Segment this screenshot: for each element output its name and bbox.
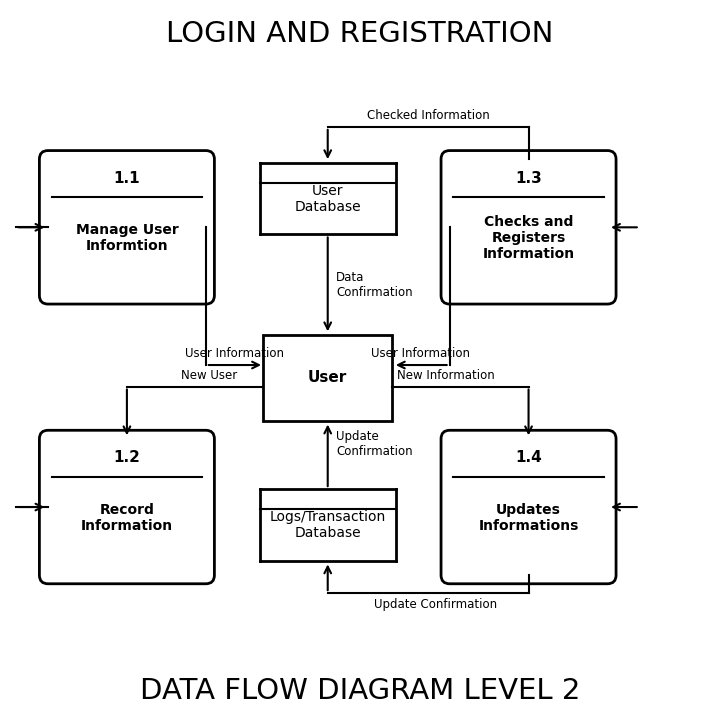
FancyBboxPatch shape — [40, 431, 215, 584]
Text: 1.2: 1.2 — [114, 451, 140, 465]
Text: 1.3: 1.3 — [516, 171, 542, 186]
Text: User Information: User Information — [372, 347, 470, 360]
Bar — [264, 335, 392, 421]
Text: DATA FLOW DIAGRAM LEVEL 2: DATA FLOW DIAGRAM LEVEL 2 — [140, 678, 580, 706]
Text: Manage User
Informtion: Manage User Informtion — [76, 223, 179, 253]
Text: Data
Confirmation: Data Confirmation — [336, 271, 413, 299]
FancyBboxPatch shape — [441, 150, 616, 304]
Text: Updates
Informations: Updates Informations — [478, 503, 579, 533]
FancyBboxPatch shape — [441, 431, 616, 584]
Text: User
Database: User Database — [294, 184, 361, 214]
Text: Update
Confirmation: Update Confirmation — [336, 431, 413, 458]
Text: Record
Information: Record Information — [81, 503, 173, 533]
Text: Update Confirmation: Update Confirmation — [374, 598, 497, 611]
FancyBboxPatch shape — [40, 150, 215, 304]
Bar — [260, 489, 396, 561]
Text: 1.4: 1.4 — [516, 451, 542, 465]
Text: User: User — [308, 370, 347, 385]
Text: New Information: New Information — [397, 369, 495, 382]
Text: Logs/Transaction
Database: Logs/Transaction Database — [269, 510, 386, 540]
Text: 1.1: 1.1 — [114, 171, 140, 186]
Bar — [260, 163, 396, 235]
Text: Checked Information: Checked Information — [366, 109, 490, 122]
Text: Checks and
Registers
Information: Checks and Registers Information — [482, 215, 575, 261]
Text: LOGIN AND REGISTRATION: LOGIN AND REGISTRATION — [166, 19, 554, 48]
Text: New User: New User — [181, 369, 238, 382]
Text: User Information: User Information — [185, 347, 284, 360]
